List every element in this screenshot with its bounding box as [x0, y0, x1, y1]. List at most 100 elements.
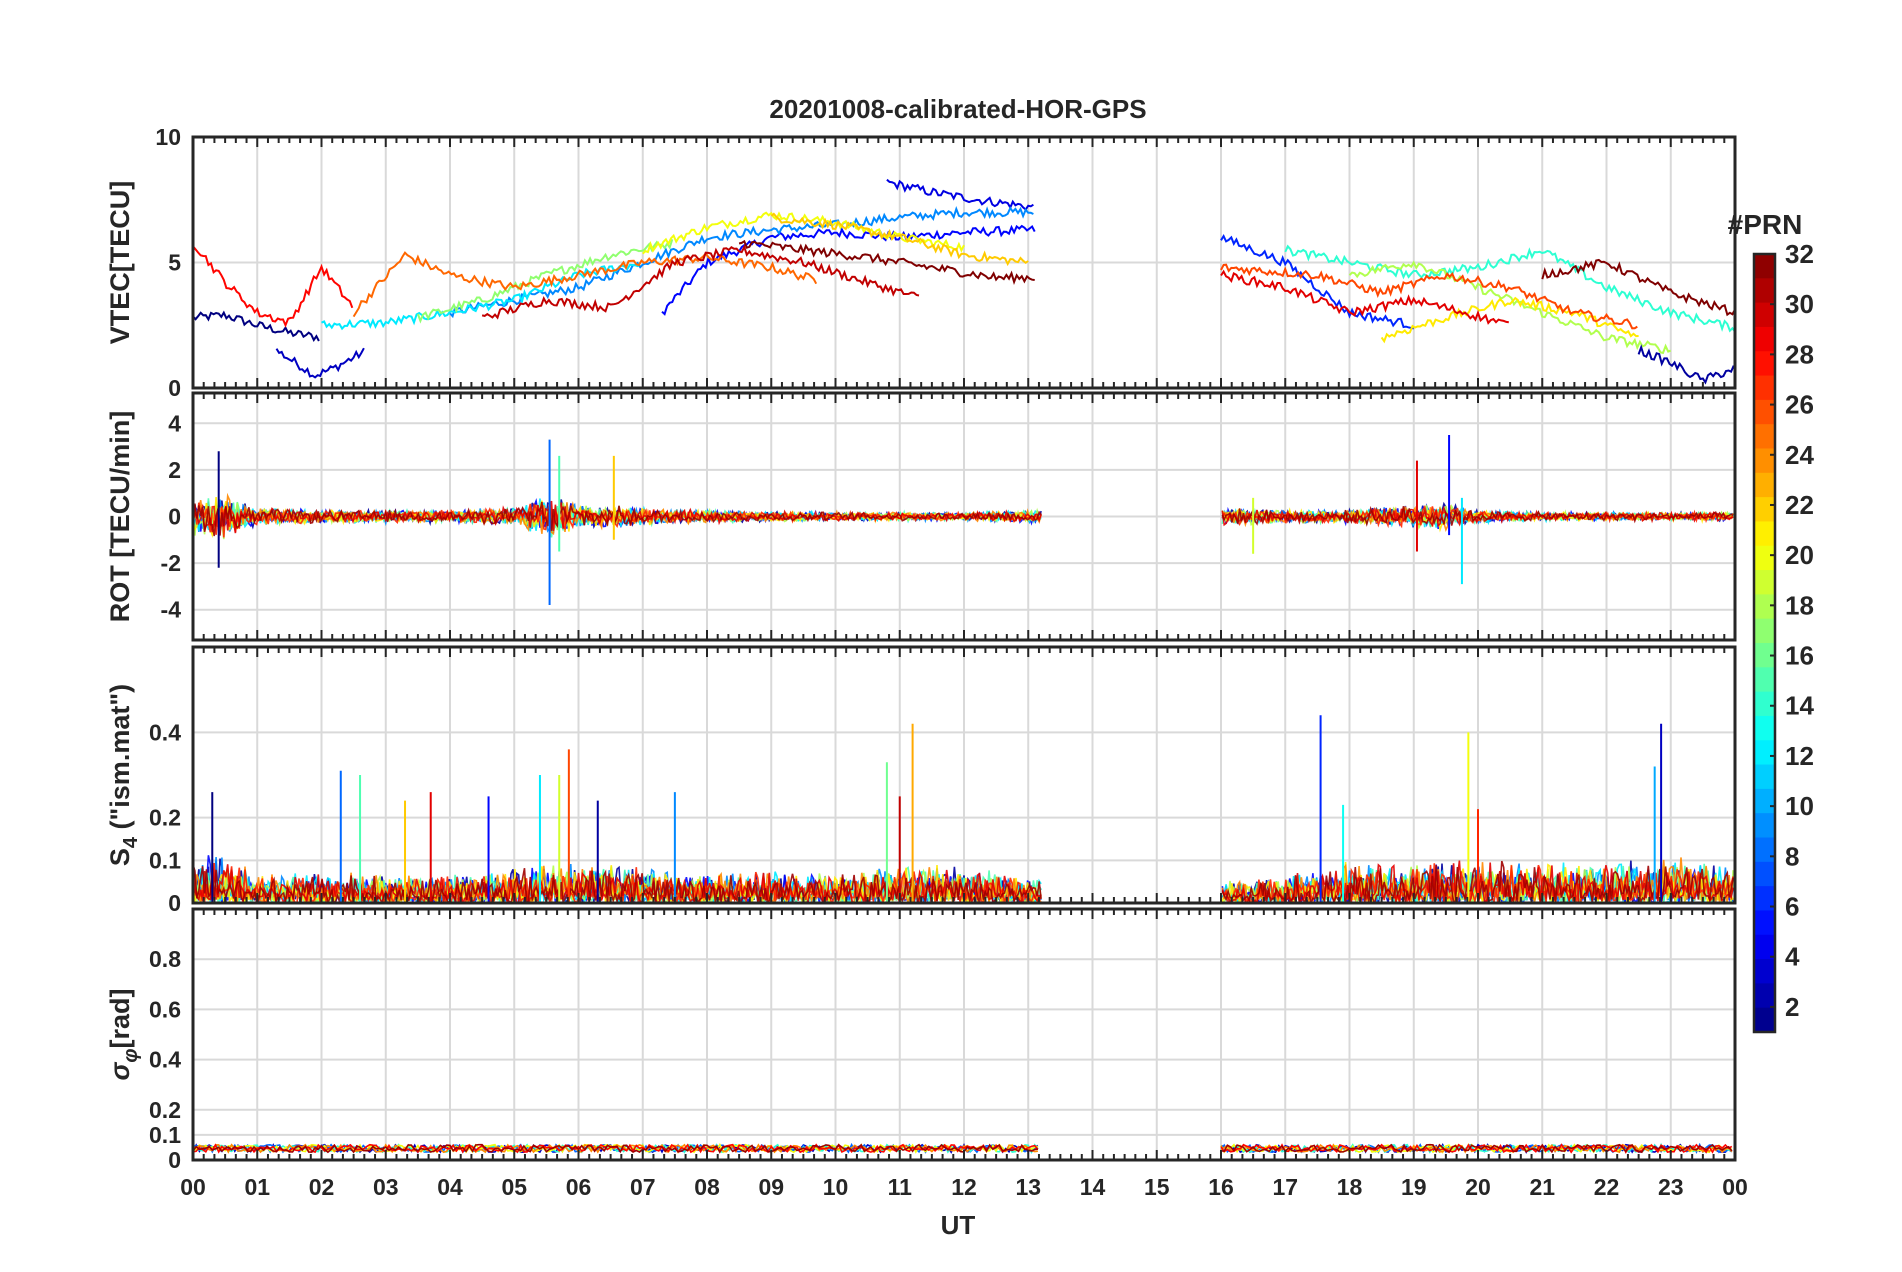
vtec-series-prn-29 — [1220, 269, 1509, 325]
colorbar-segment — [1754, 715, 1775, 741]
x-tick-label: 06 — [566, 1174, 592, 1200]
colorbar-segment — [1754, 910, 1775, 936]
colorbar-tick-label: 22 — [1785, 490, 1814, 520]
vtec-series-prn-2 — [1637, 344, 1735, 385]
colorbar-segment — [1754, 1007, 1775, 1033]
colorbar-segment — [1754, 837, 1775, 863]
x-tick-label: 00 — [180, 1174, 206, 1200]
colorbar-segment — [1754, 472, 1775, 498]
x-tick-label: 10 — [823, 1174, 849, 1200]
panel-rot: -4 -2 0 2 4 ROT [TECU/min] — [105, 391, 1737, 642]
colorbar-segment — [1754, 424, 1775, 450]
x-tick-label: 23 — [1658, 1174, 1684, 1200]
y-tick-label: 5 — [168, 250, 181, 276]
y-axis-label-sigma-phi: σφ[rad] — [105, 989, 142, 1081]
colorbar-segment — [1754, 545, 1775, 571]
vtec-series-prn-32 — [738, 239, 1035, 285]
colorbar-segment — [1754, 399, 1775, 425]
colorbar-tick-label: 24 — [1785, 440, 1814, 470]
colorbar-segment — [1754, 886, 1775, 912]
y-tick-label: -4 — [161, 597, 182, 623]
colorbar-segment — [1754, 788, 1775, 814]
colorbar-tick-label: 12 — [1785, 741, 1814, 771]
colorbar-tick-label: 14 — [1785, 691, 1814, 721]
y-tick-label: 0.6 — [149, 996, 181, 1022]
x-tick-label: 03 — [373, 1174, 399, 1200]
y-tick-labels-vtec: 0 5 10 — [155, 124, 181, 401]
y-tick-label: 0 — [168, 504, 181, 530]
vtec-series-prn-25 — [352, 251, 818, 318]
y-tick-labels-rot: -4 -2 0 2 4 — [161, 410, 182, 622]
colorbar-segment — [1754, 861, 1775, 887]
vtec-series-prn-5 — [661, 224, 1036, 316]
x-tick-label: 22 — [1594, 1174, 1620, 1200]
colorbar-segment — [1754, 813, 1775, 839]
x-tick-label: 13 — [1015, 1174, 1041, 1200]
colorbar-segment — [1754, 667, 1775, 693]
colorbar-segment — [1754, 254, 1775, 279]
colorbar-segment — [1754, 740, 1775, 766]
x-tick-label: 18 — [1337, 1174, 1363, 1200]
colorbar-segment — [1754, 448, 1775, 474]
colorbar-tick-label: 4 — [1785, 942, 1800, 972]
x-tick-label: 05 — [501, 1174, 527, 1200]
colorbar-segment — [1754, 302, 1775, 328]
y-tick-label: 0.2 — [149, 805, 181, 831]
colorbar-segment — [1754, 618, 1775, 644]
colorbar-segment — [1754, 959, 1775, 984]
colorbar-tick-label: 28 — [1785, 339, 1814, 369]
colorbar-segment — [1754, 643, 1775, 668]
x-axis-label: UT — [941, 1210, 976, 1240]
x-tick-label: 16 — [1208, 1174, 1234, 1200]
x-tick-label: 00 — [1722, 1174, 1748, 1200]
colorbar-tick-label: 16 — [1785, 641, 1814, 671]
x-tick-label: 08 — [694, 1174, 720, 1200]
colorbar-segment — [1754, 934, 1775, 960]
y-tick-label: 2 — [168, 457, 181, 483]
plot-area-rot — [193, 434, 1734, 606]
colorbar-tick-label: 8 — [1785, 841, 1799, 871]
sigma-series-prn-31 — [193, 1143, 1733, 1154]
y-tick-label: 0.1 — [149, 847, 181, 873]
x-tick-label: 09 — [758, 1174, 784, 1200]
vtec-series-prn-20 — [642, 211, 965, 255]
rot-series-prn-31 — [193, 501, 1734, 537]
colorbar-tick-label: 26 — [1785, 390, 1814, 420]
colorbar-frame — [1752, 252, 1777, 1034]
y-tick-labels-s4: 0 0.1 0.2 0.4 — [149, 719, 181, 916]
y-axis-label-s4: S4 ("ism.mat") — [105, 684, 142, 866]
y-axis-label-rot: ROT [TECU/min] — [105, 411, 135, 622]
x-tick-label: 01 — [244, 1174, 270, 1200]
panel-s4: 0 0.1 0.2 0.4 S4 ("ism.mat") — [105, 645, 1737, 916]
x-tick-label: 07 — [630, 1174, 656, 1200]
vtec-series-prn-6 — [1220, 234, 1414, 330]
vtec-series-prn-9 — [449, 206, 1034, 319]
colorbar-segment — [1754, 375, 1775, 401]
x-tick-label: 19 — [1401, 1174, 1427, 1200]
colorbar-tick-label: 18 — [1785, 590, 1814, 620]
y-tick-label: 10 — [155, 124, 181, 150]
plot-area-vtec — [193, 178, 1735, 385]
vtec-series-prn-26 — [1220, 263, 1638, 330]
colorbar-tick-label: 30 — [1785, 289, 1814, 319]
vtec-series-prn-4 — [886, 178, 1034, 211]
y-tick-label: 0 — [168, 1147, 181, 1173]
vtec-series-prn-22 — [770, 212, 1029, 267]
x-tick-labels: 00 01 02 03 04 05 06 07 08 09 10 11 12 13 14 15 16 17 18 19… — [180, 1174, 1748, 1200]
colorbar-title: #PRN — [1728, 209, 1803, 240]
y-tick-label: 0 — [168, 375, 181, 401]
vtec-series-prn-14 — [1284, 244, 1735, 333]
y-tick-label: 0.8 — [149, 946, 181, 972]
x-tick-label: 12 — [951, 1174, 977, 1200]
colorbar-tick-label: 10 — [1785, 791, 1814, 821]
x-ticks-vtec — [192, 137, 1736, 388]
y-tick-label: -2 — [161, 550, 181, 576]
chart-title: 20201008-calibrated-HOR-GPS — [769, 94, 1146, 124]
y-tick-label: 0 — [168, 890, 181, 916]
y-tick-labels-sigma-phi: 00.10.2 0.4 0.6 0.8 — [149, 946, 181, 1173]
vtec-series-prn-18 — [1348, 260, 1672, 355]
colorbar-tick-label: 20 — [1785, 540, 1814, 570]
vtec-series-prn-17 — [416, 238, 674, 324]
y-tick-label: 0.1 — [149, 1122, 181, 1148]
